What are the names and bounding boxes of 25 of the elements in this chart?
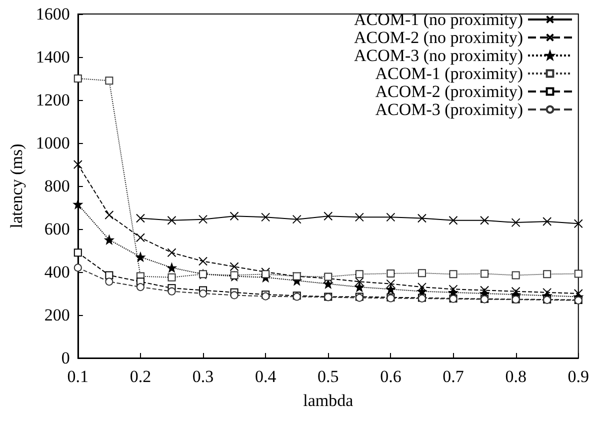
x-tick-label: 0.6: [380, 367, 402, 386]
y-axis-title: latency (ms): [7, 144, 26, 228]
y-tick-label: 200: [44, 306, 70, 324]
legend-label: ACOM-3 (no proximity): [354, 46, 523, 65]
legend-label: ACOM-3 (proximity): [375, 100, 523, 119]
y-tick-label: 600: [44, 220, 70, 238]
y-tick-label: 1000: [36, 134, 70, 152]
legend-label: ACOM-2 (no proximity): [354, 28, 523, 47]
y-tick-label: 1400: [36, 48, 70, 66]
x-tick-label: 0.2: [130, 367, 152, 386]
x-tick-label: 0.1: [67, 367, 89, 386]
y-tick-label: 1600: [36, 4, 70, 24]
y-tick-label: 0: [61, 348, 70, 368]
x-tick-label: 0.7: [442, 367, 464, 386]
y-tick-label: 1200: [36, 90, 70, 110]
x-tick-label: 0.5: [318, 367, 339, 386]
y-tick-label: 400: [44, 262, 70, 282]
x-tick-label: 0.3: [192, 367, 214, 386]
y-tick-label: 800: [44, 176, 70, 196]
legend-label: ACOM-1 (proximity): [375, 64, 523, 83]
x-tick-label: 0.4: [254, 367, 277, 386]
x-axis-title: lambda: [303, 391, 354, 410]
x-tick-label: 0.8: [505, 367, 526, 386]
x-tick-label: 0.9: [568, 367, 589, 386]
legend-label: ACOM-2 (proximity): [375, 82, 523, 101]
